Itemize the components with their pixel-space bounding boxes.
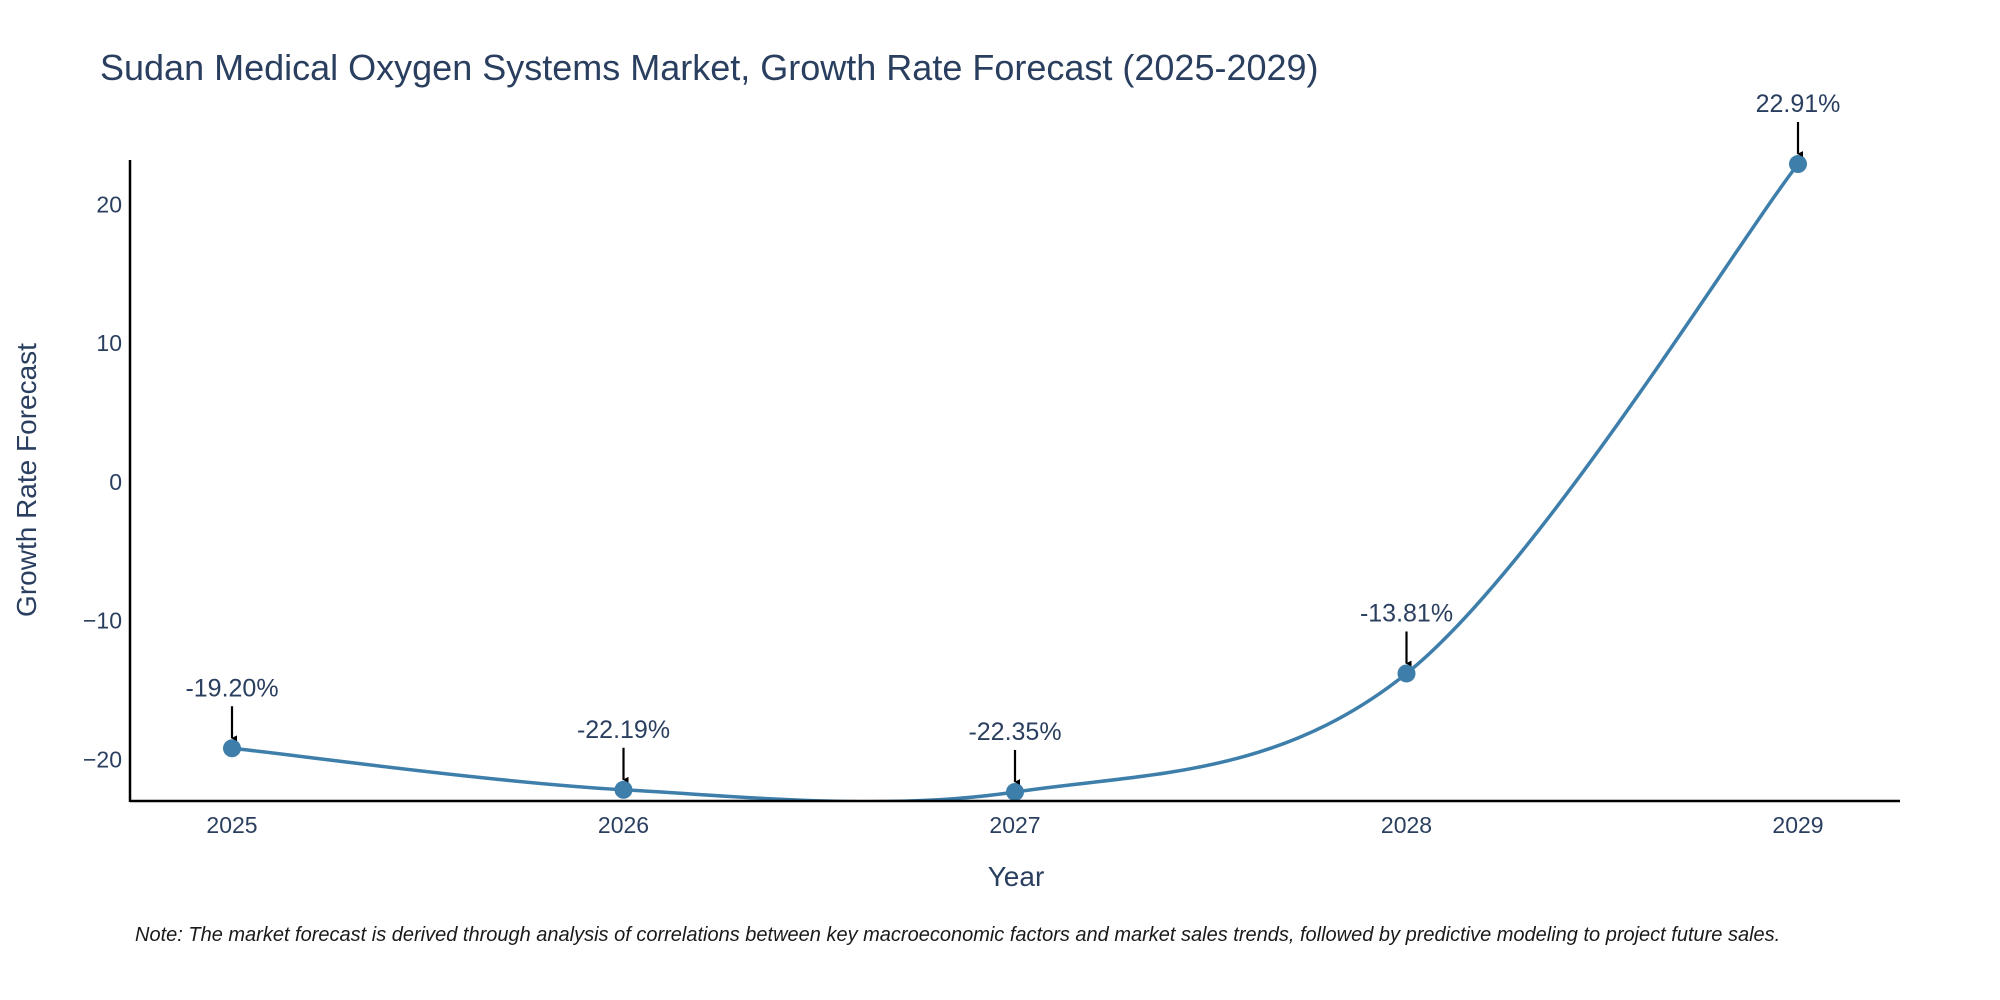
y-axis-ticks: 20 10 0 −10 −20 bbox=[83, 191, 122, 772]
growth-rate-chart: Sudan Medical Oxygen Systems Market, Gro… bbox=[0, 0, 2000, 1000]
y-axis-title: Growth Rate Forecast bbox=[11, 343, 42, 617]
x-tick-label: 2028 bbox=[1381, 812, 1432, 838]
x-tick-label: 2027 bbox=[989, 812, 1040, 838]
data-point-2027 bbox=[1006, 783, 1024, 801]
x-tick-label: 2025 bbox=[206, 812, 257, 838]
chart-title: Sudan Medical Oxygen Systems Market, Gro… bbox=[100, 47, 1319, 88]
data-markers bbox=[223, 155, 1807, 801]
y-tick-label: −20 bbox=[83, 746, 122, 772]
footnote: Note: The market forecast is derived thr… bbox=[135, 924, 1780, 946]
y-tick-label: 20 bbox=[96, 191, 122, 217]
y-tick-label: 0 bbox=[109, 469, 122, 495]
data-label-2029: 22.91% bbox=[1756, 90, 1841, 118]
y-tick-label: −10 bbox=[83, 608, 122, 634]
data-point-2029 bbox=[1789, 155, 1807, 173]
x-tick-label: 2026 bbox=[598, 812, 649, 838]
data-label-2026: -22.19% bbox=[577, 716, 670, 744]
series-line-growth-rate bbox=[232, 164, 1798, 802]
data-point-2025 bbox=[223, 739, 241, 757]
x-axis-title: Year bbox=[988, 861, 1045, 892]
data-point-2028 bbox=[1398, 664, 1416, 682]
x-tick-label: 2029 bbox=[1772, 812, 1823, 838]
x-axis-ticks: 2025 2026 2027 2028 2029 bbox=[206, 812, 1823, 838]
data-label-2025: -19.20% bbox=[185, 674, 278, 702]
data-label-annotations: -19.20% -22.19% -22.35% -13.81% 22.91% bbox=[185, 90, 1840, 782]
data-label-2027: -22.35% bbox=[968, 718, 1061, 746]
data-point-2026 bbox=[615, 781, 633, 799]
data-label-2028: -13.81% bbox=[1360, 599, 1453, 627]
y-tick-label: 10 bbox=[96, 330, 122, 356]
